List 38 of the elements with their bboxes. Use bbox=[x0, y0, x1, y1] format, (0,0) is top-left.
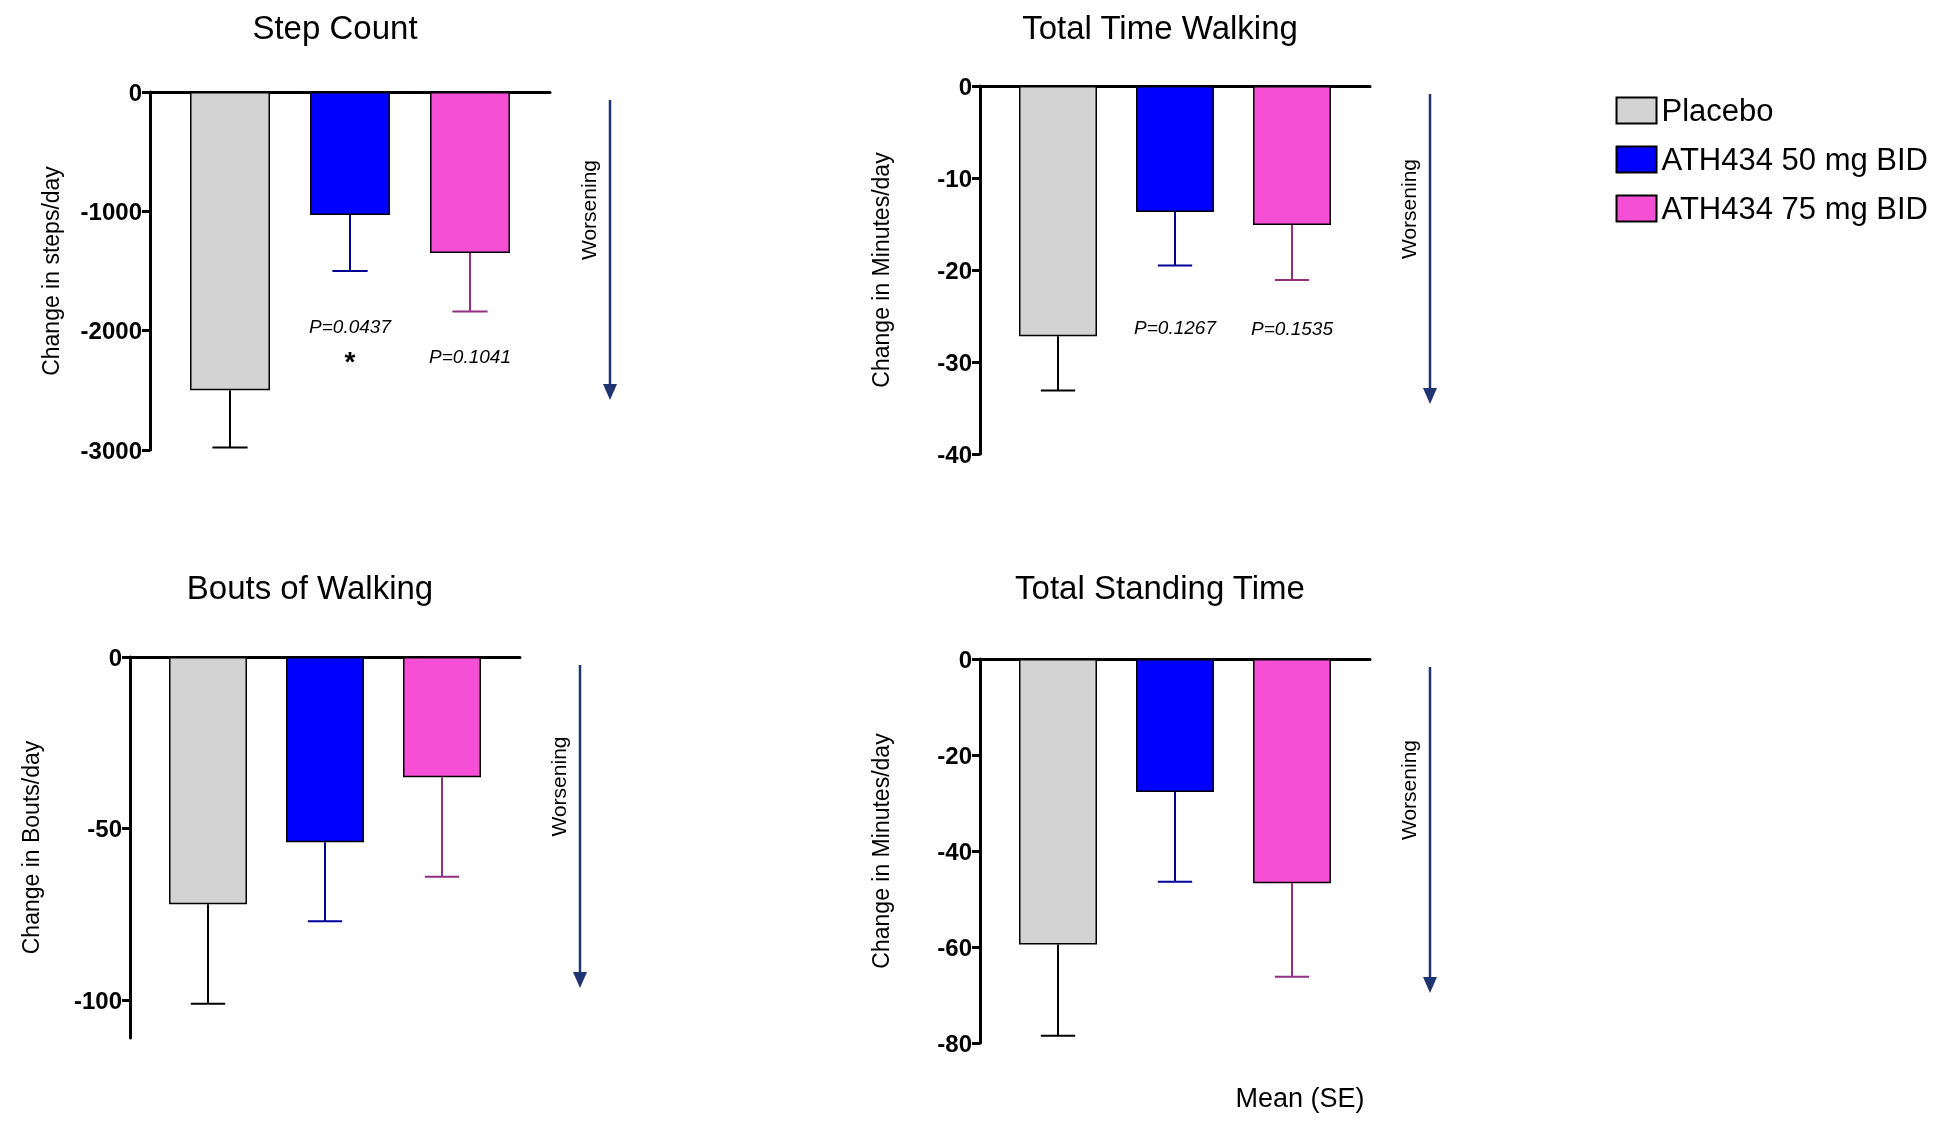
y-axis-title: Change in Bouts/day bbox=[17, 740, 44, 955]
annotation: P=0.1535 bbox=[1251, 317, 1334, 339]
legend-label: ATH434 50 mg BID bbox=[1661, 142, 1928, 177]
text: Mean (SE) bbox=[1235, 1082, 1365, 1113]
y-tick-label: -30 bbox=[937, 348, 972, 376]
y-tick-label: -50 bbox=[87, 815, 122, 843]
y-tick-label: -2000 bbox=[80, 317, 142, 345]
text: Worsening bbox=[1396, 159, 1420, 259]
y-tick-label: 0 bbox=[128, 78, 142, 106]
y-tick-label: -1000 bbox=[80, 197, 142, 225]
y-tick-label: -100 bbox=[73, 986, 122, 1014]
chart-title: Total Time Walking bbox=[1022, 9, 1298, 46]
legend-label: Placebo bbox=[1661, 93, 1774, 128]
y-tick-label: -10 bbox=[937, 164, 972, 192]
y-axis-title: Change in Minutes/day bbox=[867, 732, 894, 969]
chart-title: Total Standing Time bbox=[1015, 569, 1305, 606]
y-axis-title: Change in Minutes/day bbox=[867, 151, 894, 388]
y-tick-label: -80 bbox=[937, 1029, 972, 1057]
annotation: * bbox=[344, 345, 356, 377]
y-tick-label: -3000 bbox=[80, 436, 142, 464]
y-tick-label: -20 bbox=[937, 741, 972, 769]
text: Worsening bbox=[546, 736, 570, 837]
text: Worsening bbox=[576, 160, 600, 260]
y-tick-label: -20 bbox=[937, 256, 972, 284]
annotation: P=0.1041 bbox=[429, 346, 511, 368]
annotation: P=0.1267 bbox=[1134, 316, 1218, 338]
legend-label: ATH434 75 mg BID bbox=[1661, 191, 1928, 226]
y-tick-label: 0 bbox=[958, 72, 972, 100]
text: Worsening bbox=[1396, 740, 1420, 840]
chart-title: Step Count bbox=[252, 9, 418, 46]
y-tick-label: 0 bbox=[108, 643, 122, 671]
chart-title: Bouts of Walking bbox=[186, 569, 434, 606]
annotation: P=0.0437 bbox=[309, 315, 393, 337]
y-tick-label: 0 bbox=[958, 645, 972, 673]
y-axis-title: Change in steps/day bbox=[37, 165, 64, 376]
y-tick-label: -40 bbox=[937, 837, 972, 865]
y-tick-label: -60 bbox=[937, 933, 972, 961]
y-tick-label: -40 bbox=[937, 440, 972, 468]
